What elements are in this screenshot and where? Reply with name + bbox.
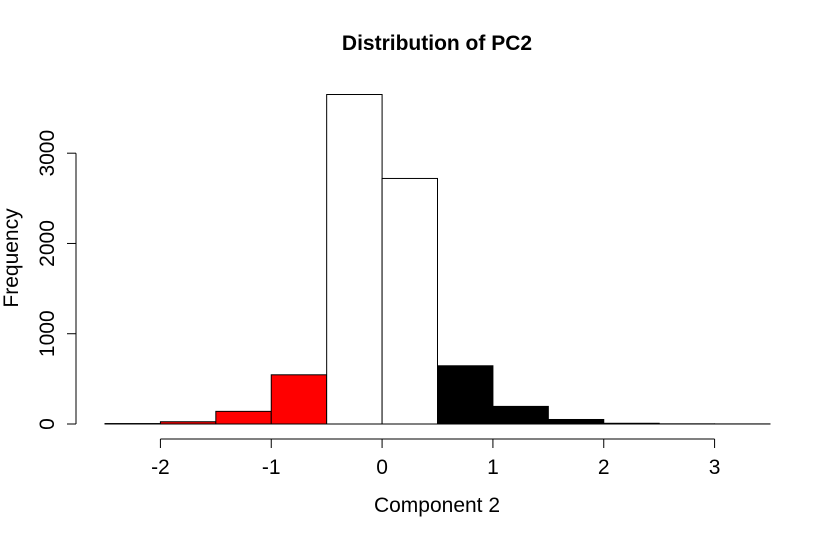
- histogram-bar-4: [271, 375, 326, 424]
- histogram-bar-6: [382, 178, 437, 424]
- bars-layer: [105, 95, 770, 424]
- histogram-bar-2: [160, 422, 215, 424]
- x-tick-label: 3: [709, 456, 721, 479]
- x-tick-label: 2: [598, 456, 610, 479]
- x-tick-label: -1: [262, 456, 281, 479]
- y-tick-label: 3000: [36, 130, 59, 177]
- y-axis: 0 1000 2000 3000: [36, 130, 76, 430]
- histogram-bar-10: [604, 423, 659, 424]
- histogram-bar-8: [493, 406, 548, 424]
- x-tick-label: -2: [151, 456, 170, 479]
- x-axis-label: Component 2: [374, 494, 500, 517]
- x-axis: -2 -1 0 1 2 3: [151, 439, 720, 479]
- y-tick-label: 1000: [36, 310, 59, 357]
- histogram-bar-3: [216, 411, 271, 424]
- histogram-bar-9: [548, 419, 603, 424]
- y-tick-label: 0: [36, 418, 59, 430]
- x-tick-label: 0: [376, 456, 388, 479]
- histogram-bar-5: [327, 95, 382, 424]
- chart-title: Distribution of PC2: [342, 32, 532, 55]
- y-tick-label: 2000: [36, 220, 59, 267]
- x-tick-label: 1: [487, 456, 499, 479]
- histogram-bar-7: [438, 366, 493, 424]
- y-axis-label: Frequency: [0, 208, 23, 308]
